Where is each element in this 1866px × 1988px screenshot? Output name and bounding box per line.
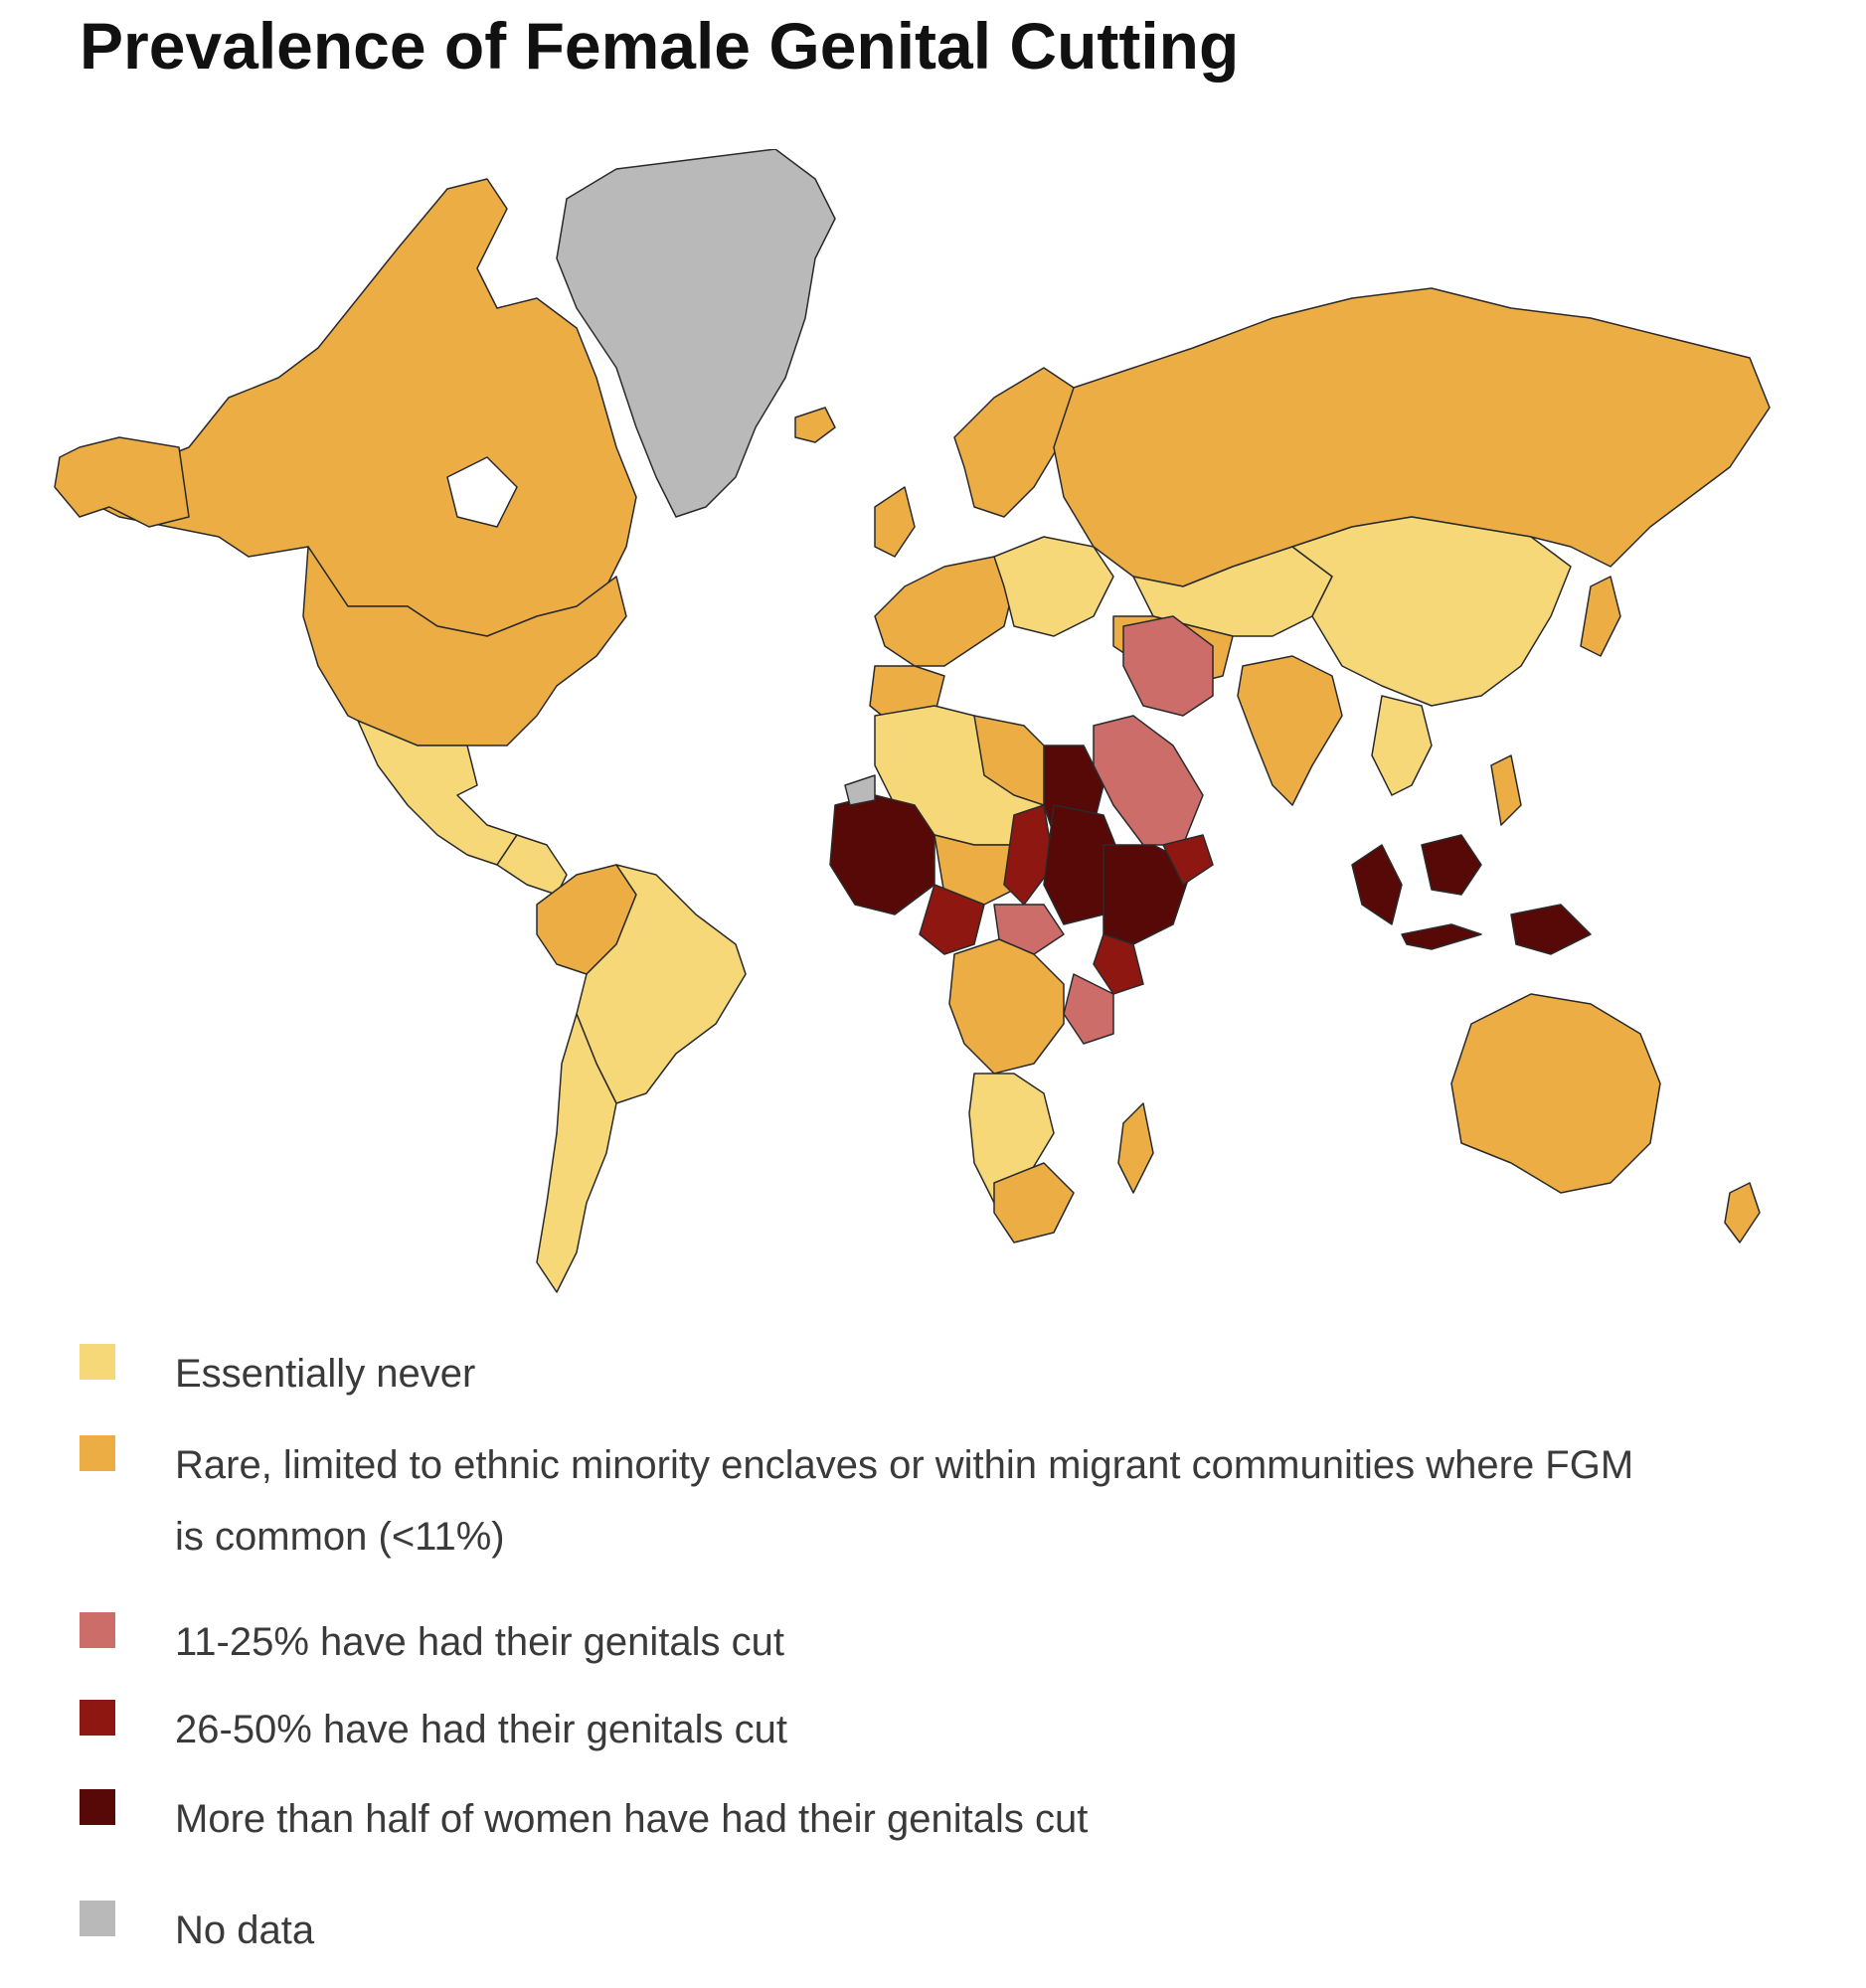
region-southeast-asia bbox=[1371, 695, 1433, 796]
region-western-europe bbox=[874, 556, 1015, 667]
region-canada bbox=[79, 178, 637, 637]
region-south-cone bbox=[536, 1013, 617, 1293]
region-borneo bbox=[1421, 834, 1482, 896]
legend-swatch bbox=[80, 1901, 115, 1936]
region-brazil bbox=[576, 864, 747, 1104]
legend-label: No data bbox=[175, 1908, 315, 1952]
legend-swatch bbox=[80, 1612, 115, 1648]
region-yemen-oman bbox=[1162, 834, 1214, 886]
region-japan bbox=[1580, 576, 1621, 657]
region-kenya bbox=[1093, 933, 1144, 995]
legend-swatch bbox=[80, 1344, 115, 1380]
legend-swatch bbox=[80, 1700, 115, 1736]
region-uk bbox=[874, 486, 916, 558]
region-iceland bbox=[794, 407, 836, 443]
region-arabia bbox=[1093, 715, 1204, 846]
region-tanzania bbox=[1063, 973, 1114, 1045]
region-iran bbox=[1122, 615, 1214, 717]
legend-swatch bbox=[80, 1789, 115, 1825]
region-chad bbox=[1003, 804, 1055, 906]
region-hudson-bay bbox=[446, 456, 518, 528]
region-papua bbox=[1510, 904, 1592, 955]
region-central-america bbox=[496, 834, 568, 896]
region-sumatra bbox=[1351, 844, 1403, 925]
region-alaska bbox=[54, 436, 190, 528]
region-nigeria bbox=[919, 884, 985, 955]
region-central-africa bbox=[948, 938, 1065, 1075]
region-scandinavia bbox=[953, 367, 1075, 518]
region-india bbox=[1237, 655, 1343, 806]
legend-swatch bbox=[80, 1435, 115, 1471]
region-car bbox=[993, 904, 1065, 955]
region-new-zealand bbox=[1724, 1182, 1761, 1243]
region-western-sahara bbox=[844, 774, 876, 806]
region-greenland bbox=[556, 149, 836, 518]
legend-label: Rare, limited to ethnic minority enclave… bbox=[175, 1443, 1634, 1559]
world-map bbox=[54, 149, 1771, 1293]
region-java bbox=[1401, 923, 1482, 950]
region-philippines bbox=[1490, 754, 1522, 826]
map-title: Prevalence of Female Genital Cutting bbox=[80, 9, 1240, 83]
region-australia bbox=[1450, 993, 1661, 1194]
region-central-europe bbox=[993, 536, 1114, 637]
legend-label: 11-25% have had their genitals cut bbox=[175, 1620, 784, 1664]
legend-label: 26-50% have had their genitals cut bbox=[175, 1708, 787, 1751]
region-china bbox=[1291, 516, 1572, 707]
legend-label: More than half of women have had their g… bbox=[175, 1797, 1089, 1841]
region-madagascar bbox=[1117, 1102, 1154, 1194]
legend-label: Essentially never bbox=[175, 1352, 476, 1396]
region-south-africa bbox=[993, 1162, 1075, 1243]
region-west-africa bbox=[829, 794, 935, 915]
region-usa bbox=[302, 546, 627, 746]
